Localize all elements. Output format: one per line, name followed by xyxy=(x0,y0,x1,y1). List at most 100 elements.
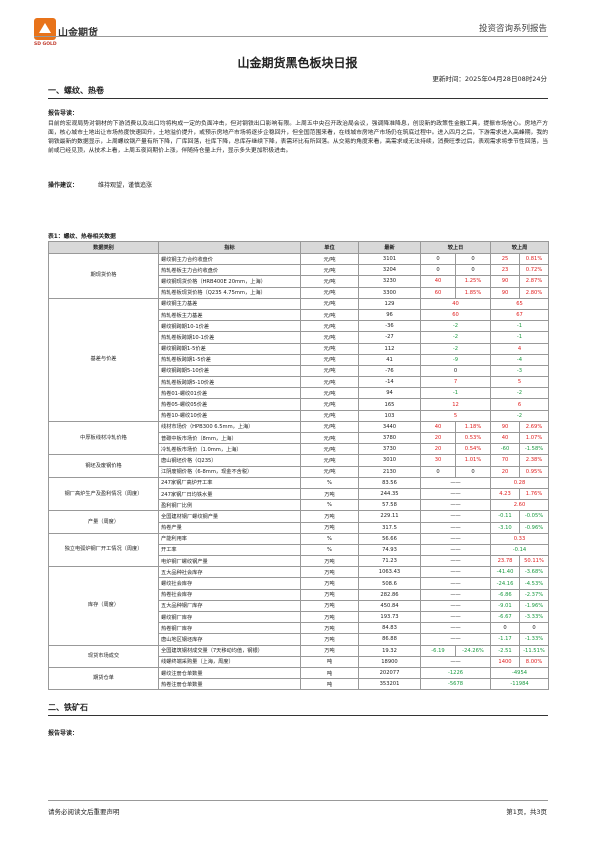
unit-cell: 吨 xyxy=(300,678,359,691)
unit-cell: 万吨 xyxy=(300,555,359,568)
day-change-cell: 12 xyxy=(419,398,492,411)
column-header: 较上日 xyxy=(419,241,492,254)
table-row: 五大品种钢厂库存 万吨 450.84 —— -9.01 -1.96% xyxy=(49,599,550,613)
intro-label: 报告导读： xyxy=(48,110,79,117)
week-change-cell: -4954 xyxy=(490,666,550,680)
table-row: 钢厂高炉生产及盈利情况（周度） 247家钢厂高炉开工率% 83.56 —— 0.28 xyxy=(48,476,550,512)
table-row: 独立电弧炉钢厂开工情况（周度） 产能利用率% 56.66 —— 0.33 xyxy=(48,532,550,568)
unit-cell: 万吨 xyxy=(300,633,359,646)
week-change-cell: 1.76% xyxy=(519,487,550,501)
day-change-cell: —— xyxy=(419,599,492,613)
unit-cell: 万吨 xyxy=(300,487,359,501)
latest-cell: 74.93 xyxy=(358,543,421,557)
latest-cell: 19.32 xyxy=(358,644,421,657)
week-change-cell: -24.16 xyxy=(490,577,521,590)
indicator-cell: 螺纹钢跨期10-1价差 xyxy=(158,320,301,333)
page-number: 第1页，共3页 xyxy=(506,808,547,816)
unit-cell: 元/吨 xyxy=(300,364,359,378)
unit-cell: 元/吨 xyxy=(300,342,359,355)
category-cell: 期现货价格 xyxy=(48,253,159,299)
indicator-cell: 热卷10-螺纹10价差 xyxy=(158,409,301,422)
indicator-cell: 唐山地区钢坯库存 xyxy=(158,633,301,646)
indicator-cell: 五大品种钢厂库存 xyxy=(158,599,301,613)
day-change-cell: 60 xyxy=(420,286,456,299)
report-title: 山金期货黑色板块日报 xyxy=(237,56,358,70)
week-change-cell: 5 xyxy=(490,376,550,389)
unit-cell: 万吨 xyxy=(300,644,359,657)
table-row: 期货仓单 螺纹注册仓单数量吨 202077 -1226 -4954 xyxy=(48,666,550,691)
latest-cell: 84.83 xyxy=(358,622,421,635)
unit-cell: 元/吨 xyxy=(300,353,359,366)
unit-cell: 元/吨 xyxy=(300,331,359,344)
indicator-cell: 线螺终端采购量（上海，周度） xyxy=(158,655,301,668)
latest-cell: -27 xyxy=(358,331,421,344)
logo-icon xyxy=(34,18,56,40)
week-change-cell: 70 xyxy=(490,454,521,467)
week-change-cell: -11.51% xyxy=(519,644,550,657)
table-row: 热卷01-螺纹01价差 元/吨 94 -1 -2 xyxy=(49,387,550,400)
week-change-cell: -2.51 xyxy=(490,644,521,657)
category-cell: 现货市场成交 xyxy=(48,644,159,668)
latest-cell: -76 xyxy=(358,364,421,378)
latest-cell: 112 xyxy=(358,342,421,355)
indicator-cell: 全国建筑钢材成交量（7天移动均值，钢银） xyxy=(158,644,301,657)
unit-cell: 元/吨 xyxy=(300,376,359,389)
day-change-cell: —— xyxy=(419,476,492,489)
latest-cell: 353201 xyxy=(358,678,421,691)
indicator-cell: 线材市场价（HPB300 6.5mm，上海） xyxy=(158,420,301,434)
table-row: 热卷产量 万吨 317.5 —— -3.10 -0.96% xyxy=(49,521,550,534)
day-change-cell: 0 xyxy=(454,264,492,277)
day-change-cell: —— xyxy=(419,499,492,512)
latest-cell: 193.73 xyxy=(358,610,421,624)
category-cell: 钢坯及废钢价格 xyxy=(48,454,159,478)
day-change-cell: —— xyxy=(419,566,492,579)
table-row: 热轧卷板跨期10-1价差 元/吨 -27 -2 -1 xyxy=(49,331,550,344)
latest-cell: 83.56 xyxy=(358,476,421,489)
category-cell: 期货仓单 xyxy=(48,666,159,691)
indicator-cell: 开工率 xyxy=(158,543,301,557)
latest-cell: -14 xyxy=(358,376,421,389)
unit-cell: 万吨 xyxy=(300,610,359,624)
week-change-cell: 1400 xyxy=(490,655,521,668)
indicator-cell: 热轧卷板主力合约收盘价 xyxy=(158,264,301,277)
week-change-cell: -4 xyxy=(490,353,550,366)
indicator-cell: 产能利用率 xyxy=(158,532,301,545)
day-change-cell: -5678 xyxy=(419,678,492,691)
indicator-cell: 热卷05-螺纹05价差 xyxy=(158,398,301,411)
week-change-cell: 90 xyxy=(490,275,521,288)
unit-cell: 元/吨 xyxy=(300,431,359,445)
week-change-cell: -1 xyxy=(490,320,550,333)
table-row: 钢坯及废钢价格 唐山钢坯价格（Q235） 元/吨 3010 30 1.01% 70 2.38% xyxy=(48,454,550,478)
indicator-cell: 螺纹钢厂库存 xyxy=(158,610,301,624)
indicator-cell: 热轧卷板跨期10-1价差 xyxy=(158,331,301,344)
week-change-cell: 23.78 xyxy=(490,555,521,568)
latest-cell: 96 xyxy=(358,308,421,322)
table-row: 冷轧卷板市场价（1.0mm，上海） 元/吨 3730 20 0.54% -60 -1.58% xyxy=(49,443,550,456)
advice-label: 操作建议： xyxy=(48,182,79,189)
day-change-cell: 0 xyxy=(454,465,492,478)
column-header: 指标 xyxy=(158,241,301,254)
indicator-cell: 普碳中板市场价（8mm，上海） xyxy=(158,431,301,445)
indicator-cell: 螺纹注册仓单数量 xyxy=(158,666,301,680)
unit-cell: 元/吨 xyxy=(300,252,359,266)
week-change-cell: -0.05% xyxy=(519,510,550,523)
table-row: 螺纹钢跨期10-1价差 元/吨 -36 -2 -1 xyxy=(49,320,550,333)
latest-cell: 282.86 xyxy=(358,588,421,601)
day-change-cell: 5 xyxy=(419,409,492,422)
indicator-cell: 五大品种社会库存 xyxy=(158,566,301,579)
day-change-cell: —— xyxy=(419,633,492,646)
day-change-cell: —— xyxy=(419,588,492,601)
latest-cell: 3204 xyxy=(358,264,421,277)
week-change-cell: -6.86 xyxy=(490,588,521,601)
unit-cell: 万吨 xyxy=(300,622,359,635)
unit-cell: % xyxy=(300,499,359,512)
latest-cell: 450.84 xyxy=(358,599,421,613)
week-change-cell: 1.07% xyxy=(519,431,550,445)
latest-cell: 103 xyxy=(358,409,421,422)
category-cell: 基差与价差 xyxy=(48,297,159,422)
week-change-cell: -3 xyxy=(490,364,550,378)
day-change-cell: 1.25% xyxy=(454,275,492,288)
footer-rule xyxy=(48,800,548,801)
week-change-cell: 0.81% xyxy=(519,252,550,266)
